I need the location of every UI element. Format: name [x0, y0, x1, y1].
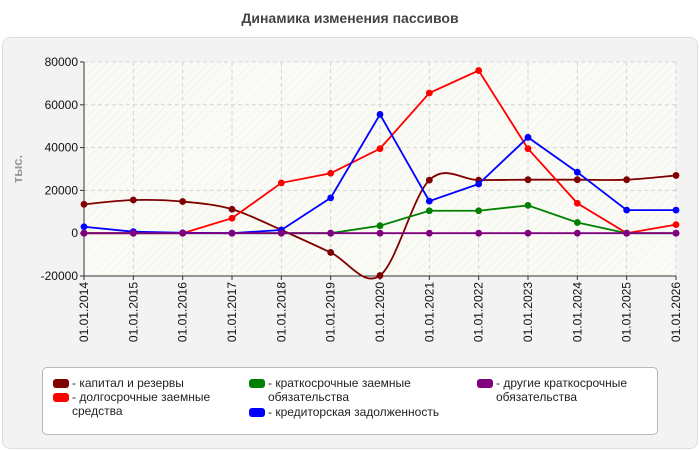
x-tick-label: 01.01.2019 — [324, 282, 338, 342]
legend-swatch — [53, 379, 69, 388]
series-point-0 — [672, 172, 680, 179]
legend-label: - капитал и резервы — [72, 376, 184, 390]
series-point-3 — [376, 111, 384, 118]
y-tick-label: -20000 — [41, 269, 79, 283]
series-point-0 — [425, 176, 433, 184]
x-tick-label: 01.01.2024 — [570, 282, 584, 342]
series-point-2 — [425, 207, 433, 215]
series-point-3 — [425, 197, 433, 205]
series-point-0 — [623, 176, 631, 184]
x-tick-label: 01.01.2026 — [669, 282, 683, 342]
x-tick-label: 01.01.2018 — [274, 282, 288, 342]
series-point-4 — [277, 229, 285, 237]
legend-item-short-term-loans: - краткосрочные заемные обязательства — [249, 376, 411, 404]
x-tick-label: 01.01.2023 — [521, 282, 535, 342]
series-point-1 — [277, 179, 285, 187]
series-point-1 — [425, 89, 433, 97]
series-lines — [80, 67, 680, 280]
series-point-1 — [524, 145, 532, 153]
x-tick-label: 01.01.2020 — [373, 282, 387, 342]
legend-label: - кредиторская задолженность — [268, 405, 440, 419]
series-point-3 — [80, 223, 88, 231]
series-point-3 — [524, 133, 532, 141]
series-point-3 — [623, 206, 631, 214]
legend-label: - другие краткосрочные обязательства — [496, 376, 628, 404]
series-point-4 — [524, 229, 532, 237]
x-tick-label: 01.01.2015 — [126, 282, 140, 342]
series-point-4 — [573, 229, 581, 237]
series-point-4 — [179, 229, 187, 237]
x-axis-ticks: 01.01.2014 01.01.2015 01.01.2016 01.01.2017… — [77, 276, 683, 342]
y-axis-label: тыс. — [10, 155, 25, 183]
legend-item-capital: - капитал и резервы — [53, 376, 184, 390]
series-point-3 — [573, 168, 581, 176]
series-point-4 — [80, 229, 88, 237]
series-point-0 — [327, 249, 335, 256]
legend-swatch — [249, 379, 265, 388]
x-tick-label: 01.01.2016 — [176, 282, 190, 342]
series-point-4 — [475, 229, 483, 237]
series-point-1 — [228, 214, 236, 222]
y-tick-label: 20000 — [45, 183, 79, 197]
series-point-1 — [672, 221, 680, 229]
y-tick-label: 60000 — [45, 98, 79, 112]
chart-title: Динамика изменения пассивов — [241, 10, 459, 26]
series-point-0 — [179, 198, 187, 205]
series-point-4 — [327, 229, 335, 237]
series-point-3 — [672, 206, 680, 214]
series-point-4 — [129, 229, 137, 237]
legend-item-payables: - кредиторская задолженность — [249, 405, 439, 419]
series-point-0 — [573, 176, 581, 184]
series-point-4 — [672, 229, 680, 237]
series-point-0 — [376, 272, 384, 279]
y-tick-label: 80000 — [45, 55, 79, 69]
legend-label: - краткосрочные заемные обязательства — [268, 376, 411, 404]
series-point-2 — [376, 222, 384, 230]
legend-item-long-term-loans: - долгосрочные заемные средства — [53, 390, 210, 418]
legend-swatch — [53, 393, 69, 402]
series-point-1 — [475, 67, 483, 74]
legend: - капитал и резервы - долгосрочные заемн… — [42, 367, 658, 435]
series-point-1 — [376, 145, 384, 153]
series-point-1 — [573, 199, 581, 207]
series-point-0 — [80, 200, 88, 208]
x-tick-label: 01.01.2022 — [472, 282, 486, 342]
series-point-2 — [573, 219, 581, 226]
series-point-0 — [228, 205, 236, 213]
x-tick-label: 01.01.2021 — [422, 282, 436, 342]
series-point-4 — [376, 229, 384, 237]
legend-label: - долгосрочные заемные средства — [72, 390, 211, 418]
legend-swatch — [477, 379, 493, 388]
series-point-2 — [475, 207, 483, 215]
legend-item-other-short-term: - другие краткосрочные обязательства — [477, 376, 627, 404]
series-point-1 — [327, 169, 335, 177]
series-point-4 — [228, 229, 236, 237]
series-point-4 — [623, 229, 631, 237]
legend-swatch — [249, 408, 265, 417]
y-axis-ticks: -20000 0 20000 40000 60000 80000 — [41, 55, 84, 283]
series-point-0 — [129, 196, 137, 204]
series-point-4 — [425, 229, 433, 237]
x-tick-label: 01.01.2017 — [225, 282, 239, 342]
y-tick-label: 40000 — [45, 141, 79, 155]
series-point-3 — [475, 180, 483, 188]
x-tick-label: 01.01.2014 — [77, 282, 91, 342]
x-tick-label: 01.01.2025 — [620, 282, 634, 342]
series-point-2 — [524, 201, 532, 209]
y-tick-label: 0 — [71, 226, 78, 240]
series-point-3 — [327, 194, 335, 202]
series-point-0 — [524, 176, 532, 184]
